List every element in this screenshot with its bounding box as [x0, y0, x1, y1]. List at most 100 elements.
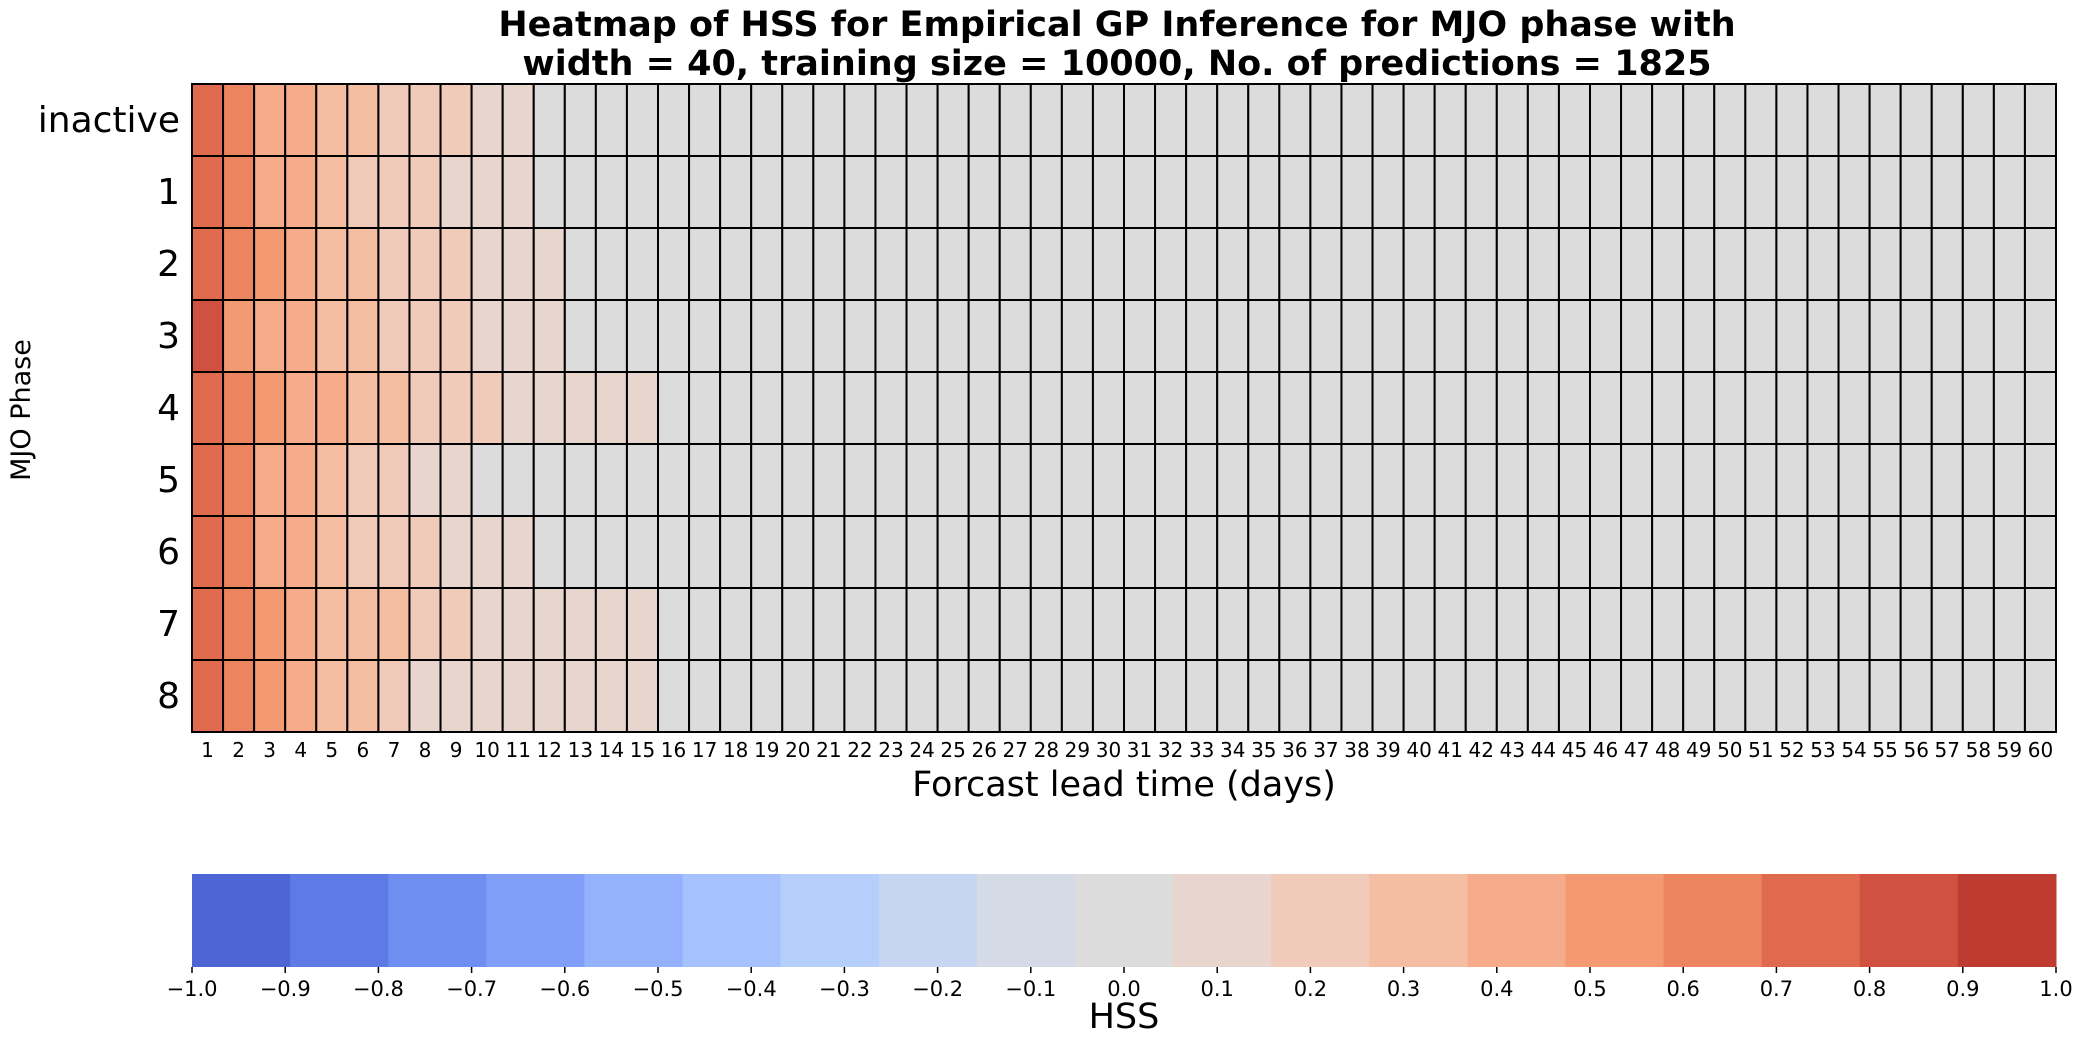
heatmap-cell: [1651, 155, 1685, 229]
heatmap-cell: [563, 227, 597, 301]
heatmap-cell: [1526, 515, 1560, 589]
heatmap-cell: [1185, 587, 1219, 661]
heatmap-cell: [439, 587, 473, 661]
heatmap-cell: [1340, 155, 1374, 229]
heatmap-cell: [377, 515, 411, 589]
heatmap-cell: [563, 83, 597, 157]
heatmap-cell: [1495, 587, 1529, 661]
heatmap-cell: [905, 515, 939, 589]
heatmap-cell: [1899, 587, 1933, 661]
colorbar-bin: [1663, 874, 1763, 967]
colorbar-tick-label: 0.6: [1666, 977, 1699, 1001]
heatmap-cell: [1185, 83, 1219, 157]
heatmap-cell: [1060, 83, 1094, 157]
heatmap-cell: [1029, 83, 1063, 157]
heatmap-cell: [1123, 659, 1157, 733]
heatmap-cell: [532, 155, 566, 229]
heatmap-cell: [1744, 299, 1778, 373]
heatmap-cell: [688, 659, 722, 733]
heatmap-cell: [377, 443, 411, 517]
heatmap-cell: [1060, 587, 1094, 661]
heatmap-cell: [1961, 83, 1995, 157]
colorbar-tick-label: 0.7: [1760, 977, 1793, 1001]
x-tick-label: 12: [537, 738, 562, 762]
colorbar: [192, 874, 2057, 967]
heatmap-cell: [967, 299, 1001, 373]
heatmap-cell: [1060, 659, 1094, 733]
heatmap-cell: [1992, 83, 2026, 157]
heatmap-cell: [625, 83, 660, 157]
heatmap-cell: [1402, 587, 1436, 661]
heatmap-cell: [1402, 443, 1436, 517]
heatmap-cell: [1247, 587, 1281, 661]
heatmap-cell: [936, 515, 970, 589]
heatmap-cell: [315, 371, 349, 445]
heatmap-cell: [1682, 515, 1716, 589]
heatmap-cell: [843, 371, 877, 445]
heatmap-cell: [1682, 83, 1716, 157]
heatmap-cell: [315, 299, 349, 373]
heatmap-cell: [874, 299, 908, 373]
heatmap-cell: [1402, 371, 1436, 445]
heatmap-cell: [843, 443, 877, 517]
heatmap-cell: [1154, 443, 1188, 517]
x-tick-label: 40: [1406, 738, 1431, 762]
heatmap-cell: [284, 227, 318, 301]
heatmap-cell: [532, 299, 566, 373]
heatmap-cell: [563, 659, 597, 733]
heatmap-cell: [594, 659, 628, 733]
heatmap-cell: [1123, 83, 1157, 157]
x-tick-label: 49: [1686, 738, 1711, 762]
heatmap-cell: [1495, 155, 1529, 229]
heatmap-cell: [719, 227, 753, 301]
heatmap-cell: [1371, 515, 1405, 589]
heatmap-cell: [1961, 659, 1995, 733]
heatmap-cell: [1464, 227, 1498, 301]
heatmap-cells: [191, 83, 2058, 733]
heatmap-cell: [1620, 299, 1654, 373]
x-tick-label: 60: [2028, 738, 2053, 762]
heatmap-cell: [1651, 659, 1685, 733]
heatmap-cell: [1154, 371, 1188, 445]
heatmap-cell: [377, 227, 411, 301]
heatmap-cell: [1464, 155, 1498, 229]
colorbar-tick-label: −0.5: [633, 977, 684, 1001]
heatmap-cell: [1464, 299, 1498, 373]
heatmap-cell: [1029, 515, 1063, 589]
heatmap-cell: [657, 587, 691, 661]
heatmap-cell: [1557, 371, 1592, 445]
heatmap-cell: [1247, 155, 1281, 229]
heatmap-cell: [1340, 299, 1374, 373]
heatmap-cell: [284, 659, 318, 733]
heatmap-cell: [439, 155, 473, 229]
heatmap-cell: [1154, 659, 1188, 733]
heatmap-cell: [781, 515, 815, 589]
heatmap-cell: [719, 515, 753, 589]
heatmap-cell: [222, 443, 256, 517]
heatmap-cell: [1216, 587, 1250, 661]
heatmap-cell: [688, 83, 722, 157]
heatmap-cell: [1557, 299, 1592, 373]
colorbar-tick-label: 0.1: [1200, 977, 1233, 1001]
heatmap-cell: [501, 83, 535, 157]
colorbar-tick-label: 0.9: [1946, 977, 1979, 1001]
heatmap-cell: [408, 659, 442, 733]
heatmap-cell: [1060, 155, 1094, 229]
heatmap-cell: [1620, 443, 1654, 517]
heatmap-cell: [222, 83, 256, 157]
heatmap-cell: [967, 587, 1001, 661]
heatmap-cell: [1930, 299, 1964, 373]
heatmap-cell: [1309, 587, 1343, 661]
heatmap-cell: [625, 299, 660, 373]
heatmap-cell: [1899, 83, 1933, 157]
x-tick-label: 20: [785, 738, 810, 762]
heatmap-cell: [1930, 587, 1964, 661]
x-tick-label: 23: [878, 738, 903, 762]
heatmap-cell: [1309, 515, 1343, 589]
heatmap-cell: [1899, 371, 1933, 445]
heatmap-cell: [1682, 587, 1716, 661]
heatmap-cell: [1154, 299, 1188, 373]
heatmap-cell: [1433, 587, 1467, 661]
heatmap-cell: [253, 299, 287, 373]
